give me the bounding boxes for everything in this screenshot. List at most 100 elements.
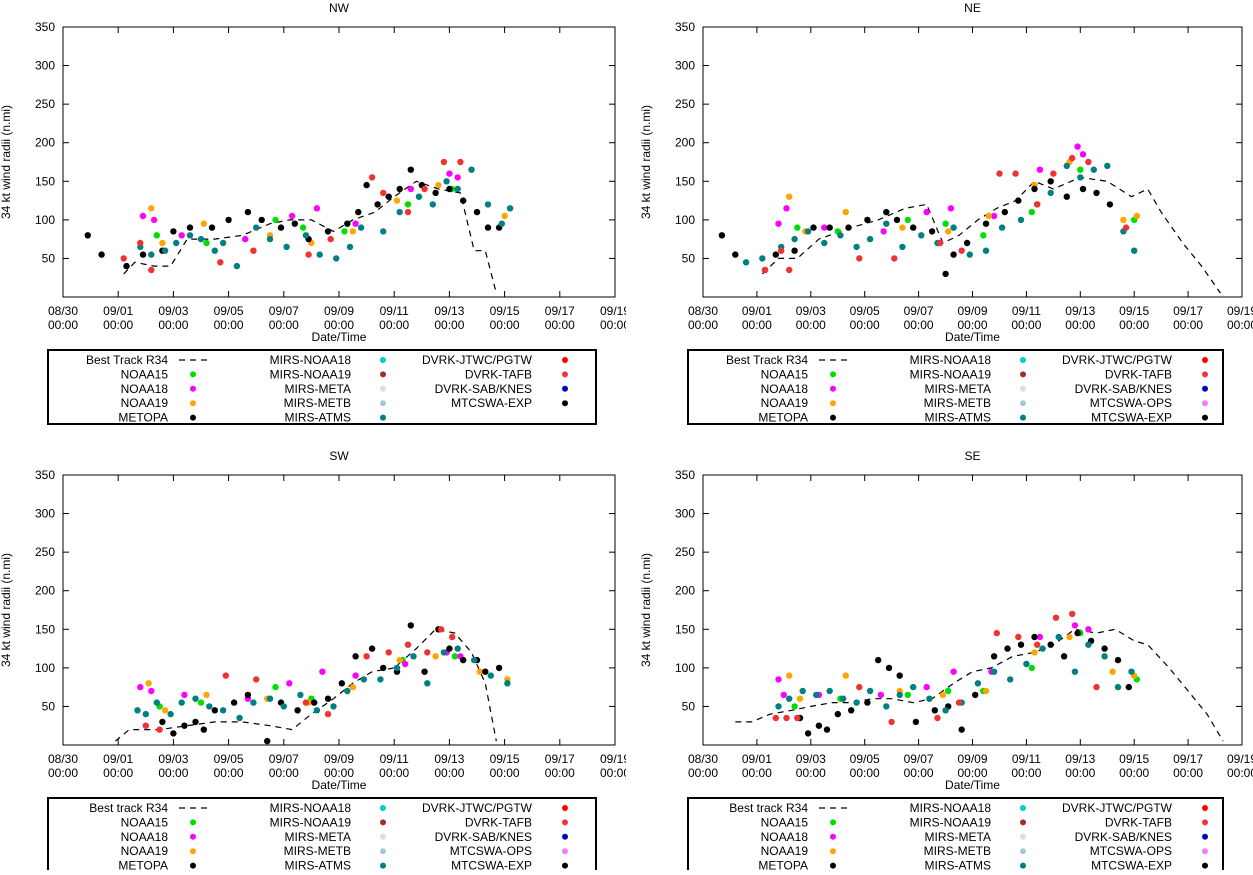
x-tick-date: 09/17 [1173,752,1203,766]
x-tick-date: 09/19 [600,304,626,318]
x-tick-date: 09/09 [957,752,987,766]
x-tick-date: 09/03 [158,304,188,318]
data-point-dvrk-tafb [934,714,941,722]
data-point-dvrk-tafb [324,710,332,718]
legend-symbol [562,833,568,840]
data-point-noaa19 [786,193,793,200]
data-point-dvrk-tafb [305,251,312,258]
legend-label: DVRK-SAB/KNES [435,830,532,844]
x-tick-date: 09/11 [380,304,409,318]
data-point-mirs-atms [1128,668,1135,675]
data-point-metopa [170,228,177,235]
data-point-mirs-atms [1023,660,1030,668]
legend-symbol [1202,385,1208,392]
x-tick-date: 09/05 [214,752,244,766]
x-tick-time: 00:00 [796,766,826,780]
data-point-noaa18 [775,676,782,683]
data-point-noaa19 [349,683,356,691]
legend-label: NOAA19 [121,396,169,410]
data-point-metopa [1001,208,1008,216]
data-point-mirs-atms [839,695,847,702]
data-point-metopa [823,726,831,733]
legend-symbol [562,357,568,363]
x-tick-date: 09/13 [434,752,464,766]
data-point-mirs-atms [219,239,227,247]
x-tick-time: 00:00 [214,766,244,780]
data-point-metopa [1060,653,1068,660]
data-point-noaa18 [319,668,326,675]
x-tick-time: 00:00 [957,766,987,780]
x-tick-time: 00:00 [742,766,772,780]
data-point-metopa [368,645,376,652]
data-point-metopa [407,622,414,629]
legend-label: DVRK-JTWC/PGTW [422,353,533,367]
x-tick-date: 09/07 [269,752,299,766]
data-point-mirs-atms [424,680,431,687]
data-point-noaa18 [137,683,144,691]
data-point-metopa [810,224,817,231]
data-point-mirs-atms [484,201,492,208]
data-point-mirs-atms [918,232,925,239]
data-point-dvrk-tafb [891,255,898,262]
data-point-mirs-atms [266,235,274,243]
data-point-metopa [1015,197,1022,204]
y-tick-label: 100 [675,213,695,227]
x-axis-label: Date/Time [945,330,1000,344]
best-track-line [735,628,1224,742]
legend-symbol [380,371,386,378]
data-point-noaa19 [899,224,906,231]
data-point-noaa19 [161,707,169,714]
data-point-dvrk-tafb [156,726,163,733]
x-tick-time: 00:00 [103,766,133,780]
data-point-metopa [84,232,92,239]
x-tick-date: 09/15 [490,752,520,766]
data-point-noaa19 [148,205,155,212]
data-point-noaa19 [1066,633,1073,641]
data-point-mirs-atms [178,699,185,706]
x-tick-date: 08/30 [48,752,78,766]
legend-label: NOAA15 [121,367,169,381]
legend-symbol [830,371,836,378]
data-point-mirs-atms [1104,162,1111,170]
chart-nw-panel: NW 34 kt wind radii (n.mi) 50 100 150 200 250 3… [0,0,630,435]
chart-title: NW [329,1,350,15]
y-tick-label: 200 [675,584,695,598]
data-point-metopa [950,251,957,258]
data-point-noaa19 [1133,212,1141,220]
data-point-noaa15 [791,703,798,710]
data-point-dvrk-tafb [368,174,376,181]
data-point-mirs-atms [429,201,436,208]
x-tick-time: 00:00 [1227,766,1253,780]
legend-label: MIRS-METB [924,396,991,410]
data-point-dvrk-tafb [449,633,456,641]
data-point-metopa [294,707,301,714]
data-point-noaa19 [435,181,442,189]
legend-symbol [190,385,196,392]
best-track-line [115,628,497,742]
x-tick-date: 09/01 [103,752,133,766]
data-point-metopa [407,166,414,173]
data-point-mirs-atms [974,680,982,687]
data-point-mirs-atms [302,232,310,239]
data-point-metopa [324,228,332,235]
data-point-mirs-atms [799,687,806,695]
legend-symbol [1020,414,1026,421]
y-tick-label: 250 [35,97,55,111]
data-point-mirs-atms [853,699,860,706]
y-tick-label: 300 [675,507,695,521]
legend-symbol [380,357,386,363]
data-point-noaa18 [877,691,885,699]
x-tick-date: 09/15 [490,304,520,318]
x-tick-date: 09/07 [904,304,934,318]
data-point-mirs-atms [377,676,384,683]
legend-label: MTCSWA-OPS [1090,396,1172,410]
legend-symbol [830,414,836,421]
legend-label: NOAA15 [761,815,809,829]
data-point-metopa [893,216,901,224]
data-point-dvrk-tafb [1093,683,1100,691]
data-point-metopa [772,251,779,258]
data-point-noaa18 [990,212,998,220]
data-point-metopa [1047,178,1054,185]
data-point-mirs-atms [896,691,903,699]
data-point-noaa15 [945,687,952,695]
